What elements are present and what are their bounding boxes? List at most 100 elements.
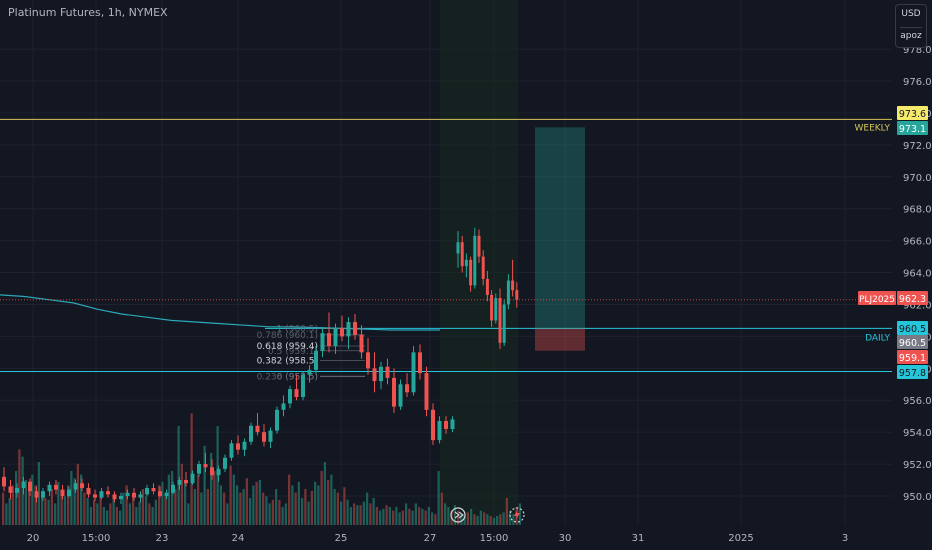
position-stop-zone[interactable] bbox=[535, 328, 585, 351]
candle-body bbox=[268, 430, 273, 442]
candle-body bbox=[392, 377, 396, 407]
flash-icon[interactable] bbox=[509, 507, 525, 523]
volume-bar bbox=[278, 499, 281, 525]
candle-body bbox=[125, 492, 130, 496]
volume-bar bbox=[148, 503, 151, 525]
candle-body bbox=[444, 420, 448, 429]
price-axis[interactable]: 950.0952.0954.0956.0958.0960.0962.0964.0… bbox=[892, 0, 932, 550]
horizontal-levels[interactable]: WEEKLY DAILY bbox=[0, 118, 892, 373]
price-tick-label: 978.0 bbox=[903, 45, 932, 56]
volume-bar bbox=[60, 492, 63, 525]
candle-body bbox=[398, 384, 403, 407]
volume-bar bbox=[161, 481, 164, 525]
volume-bar bbox=[132, 498, 135, 525]
candle-body bbox=[385, 366, 390, 378]
volume-bar bbox=[460, 514, 463, 525]
candle-body bbox=[359, 334, 364, 353]
user-label[interactable]: apoz bbox=[900, 31, 922, 41]
candle-body bbox=[424, 373, 429, 410]
candle-body bbox=[288, 389, 292, 404]
price-label-symbol: PLJ2025 bbox=[859, 295, 895, 305]
volume-bar bbox=[401, 510, 404, 525]
price-tick-label: 972.0 bbox=[903, 141, 932, 152]
time-tick-label: 15:00 bbox=[82, 533, 111, 544]
volume-bar bbox=[385, 505, 388, 525]
candle-body bbox=[112, 494, 117, 500]
candle-body bbox=[132, 492, 136, 498]
candle-body bbox=[93, 494, 97, 498]
volume-bar bbox=[239, 492, 242, 525]
time-tick-label: 24 bbox=[232, 533, 245, 544]
price-label-tag bbox=[897, 365, 928, 379]
candle-body bbox=[327, 333, 331, 346]
volume-bar bbox=[112, 498, 115, 525]
volume-bar bbox=[479, 510, 482, 525]
candle-body bbox=[8, 486, 13, 493]
volume-bar bbox=[437, 471, 440, 525]
volume-bar bbox=[496, 516, 499, 525]
fib-level-label: 1 (960.5) bbox=[277, 324, 318, 334]
volume-bar bbox=[229, 465, 232, 525]
volume-bar bbox=[294, 492, 297, 525]
time-tick-label: 3 bbox=[842, 533, 848, 544]
volume-bar bbox=[492, 517, 495, 525]
volume-bar bbox=[405, 503, 408, 525]
volume-bar bbox=[236, 485, 239, 525]
candle-body bbox=[119, 496, 123, 500]
candle-body bbox=[490, 294, 494, 321]
price-tick-label: 966.0 bbox=[903, 237, 932, 248]
volume-bar bbox=[232, 474, 235, 525]
long-position-tool[interactable] bbox=[535, 127, 585, 351]
price-label-value: 973.6 bbox=[899, 109, 926, 120]
volume-bar bbox=[466, 512, 469, 525]
volume-bar bbox=[502, 512, 505, 525]
price-label-value: 960.5 bbox=[899, 324, 926, 335]
candle-body bbox=[242, 441, 247, 450]
time-axis[interactable]: 20 15:00 23 24 25 27 15:00 30 31 2025 3 bbox=[0, 525, 892, 550]
volume-bar bbox=[197, 474, 200, 525]
chart-icons[interactable] bbox=[450, 507, 525, 523]
price-axis-bg bbox=[892, 0, 932, 550]
volume-bar bbox=[200, 492, 203, 525]
volume-bar bbox=[57, 481, 60, 525]
volume-bar bbox=[388, 507, 391, 525]
candle-body bbox=[411, 352, 416, 393]
candle-body bbox=[353, 322, 357, 335]
volume-bar bbox=[486, 514, 489, 525]
price-label-tag bbox=[897, 321, 928, 335]
candle-body bbox=[164, 492, 169, 496]
price-tick-label: 968.0 bbox=[903, 205, 932, 216]
volume-bar bbox=[154, 499, 157, 525]
price-label-value: 973.1 bbox=[899, 124, 926, 135]
candle-body bbox=[437, 420, 442, 441]
volume-bar bbox=[180, 463, 183, 525]
replay-icon[interactable] bbox=[450, 507, 466, 523]
volume-bar bbox=[323, 462, 326, 525]
chart-title: Platinum Futures, 1h, NYMEX bbox=[8, 6, 168, 19]
currency-unit-button[interactable]: USD apoz bbox=[895, 4, 927, 48]
volume-bar bbox=[190, 413, 193, 525]
time-tick-label: 2025 bbox=[728, 533, 753, 544]
volume-bar bbox=[34, 485, 37, 525]
volume-bar bbox=[427, 507, 430, 525]
volume-bar bbox=[444, 503, 447, 525]
candle-body bbox=[294, 389, 299, 398]
volume-bar bbox=[177, 426, 180, 525]
volume-bar bbox=[349, 507, 352, 525]
volume-bar bbox=[470, 508, 473, 525]
candle-body bbox=[47, 484, 52, 492]
candle-body bbox=[346, 322, 351, 337]
currency-label[interactable]: USD bbox=[901, 9, 921, 19]
volume-bar bbox=[473, 514, 476, 525]
volume-bar bbox=[245, 478, 248, 525]
candle-body bbox=[255, 425, 260, 433]
position-target-zone[interactable] bbox=[535, 127, 585, 329]
candle-body bbox=[99, 491, 104, 498]
volume-bar bbox=[206, 489, 209, 525]
volume-bar bbox=[210, 453, 213, 525]
volume-bar bbox=[453, 505, 456, 525]
volume-bar bbox=[125, 485, 128, 525]
volume-bar bbox=[317, 485, 320, 525]
volume-bar bbox=[268, 503, 271, 525]
